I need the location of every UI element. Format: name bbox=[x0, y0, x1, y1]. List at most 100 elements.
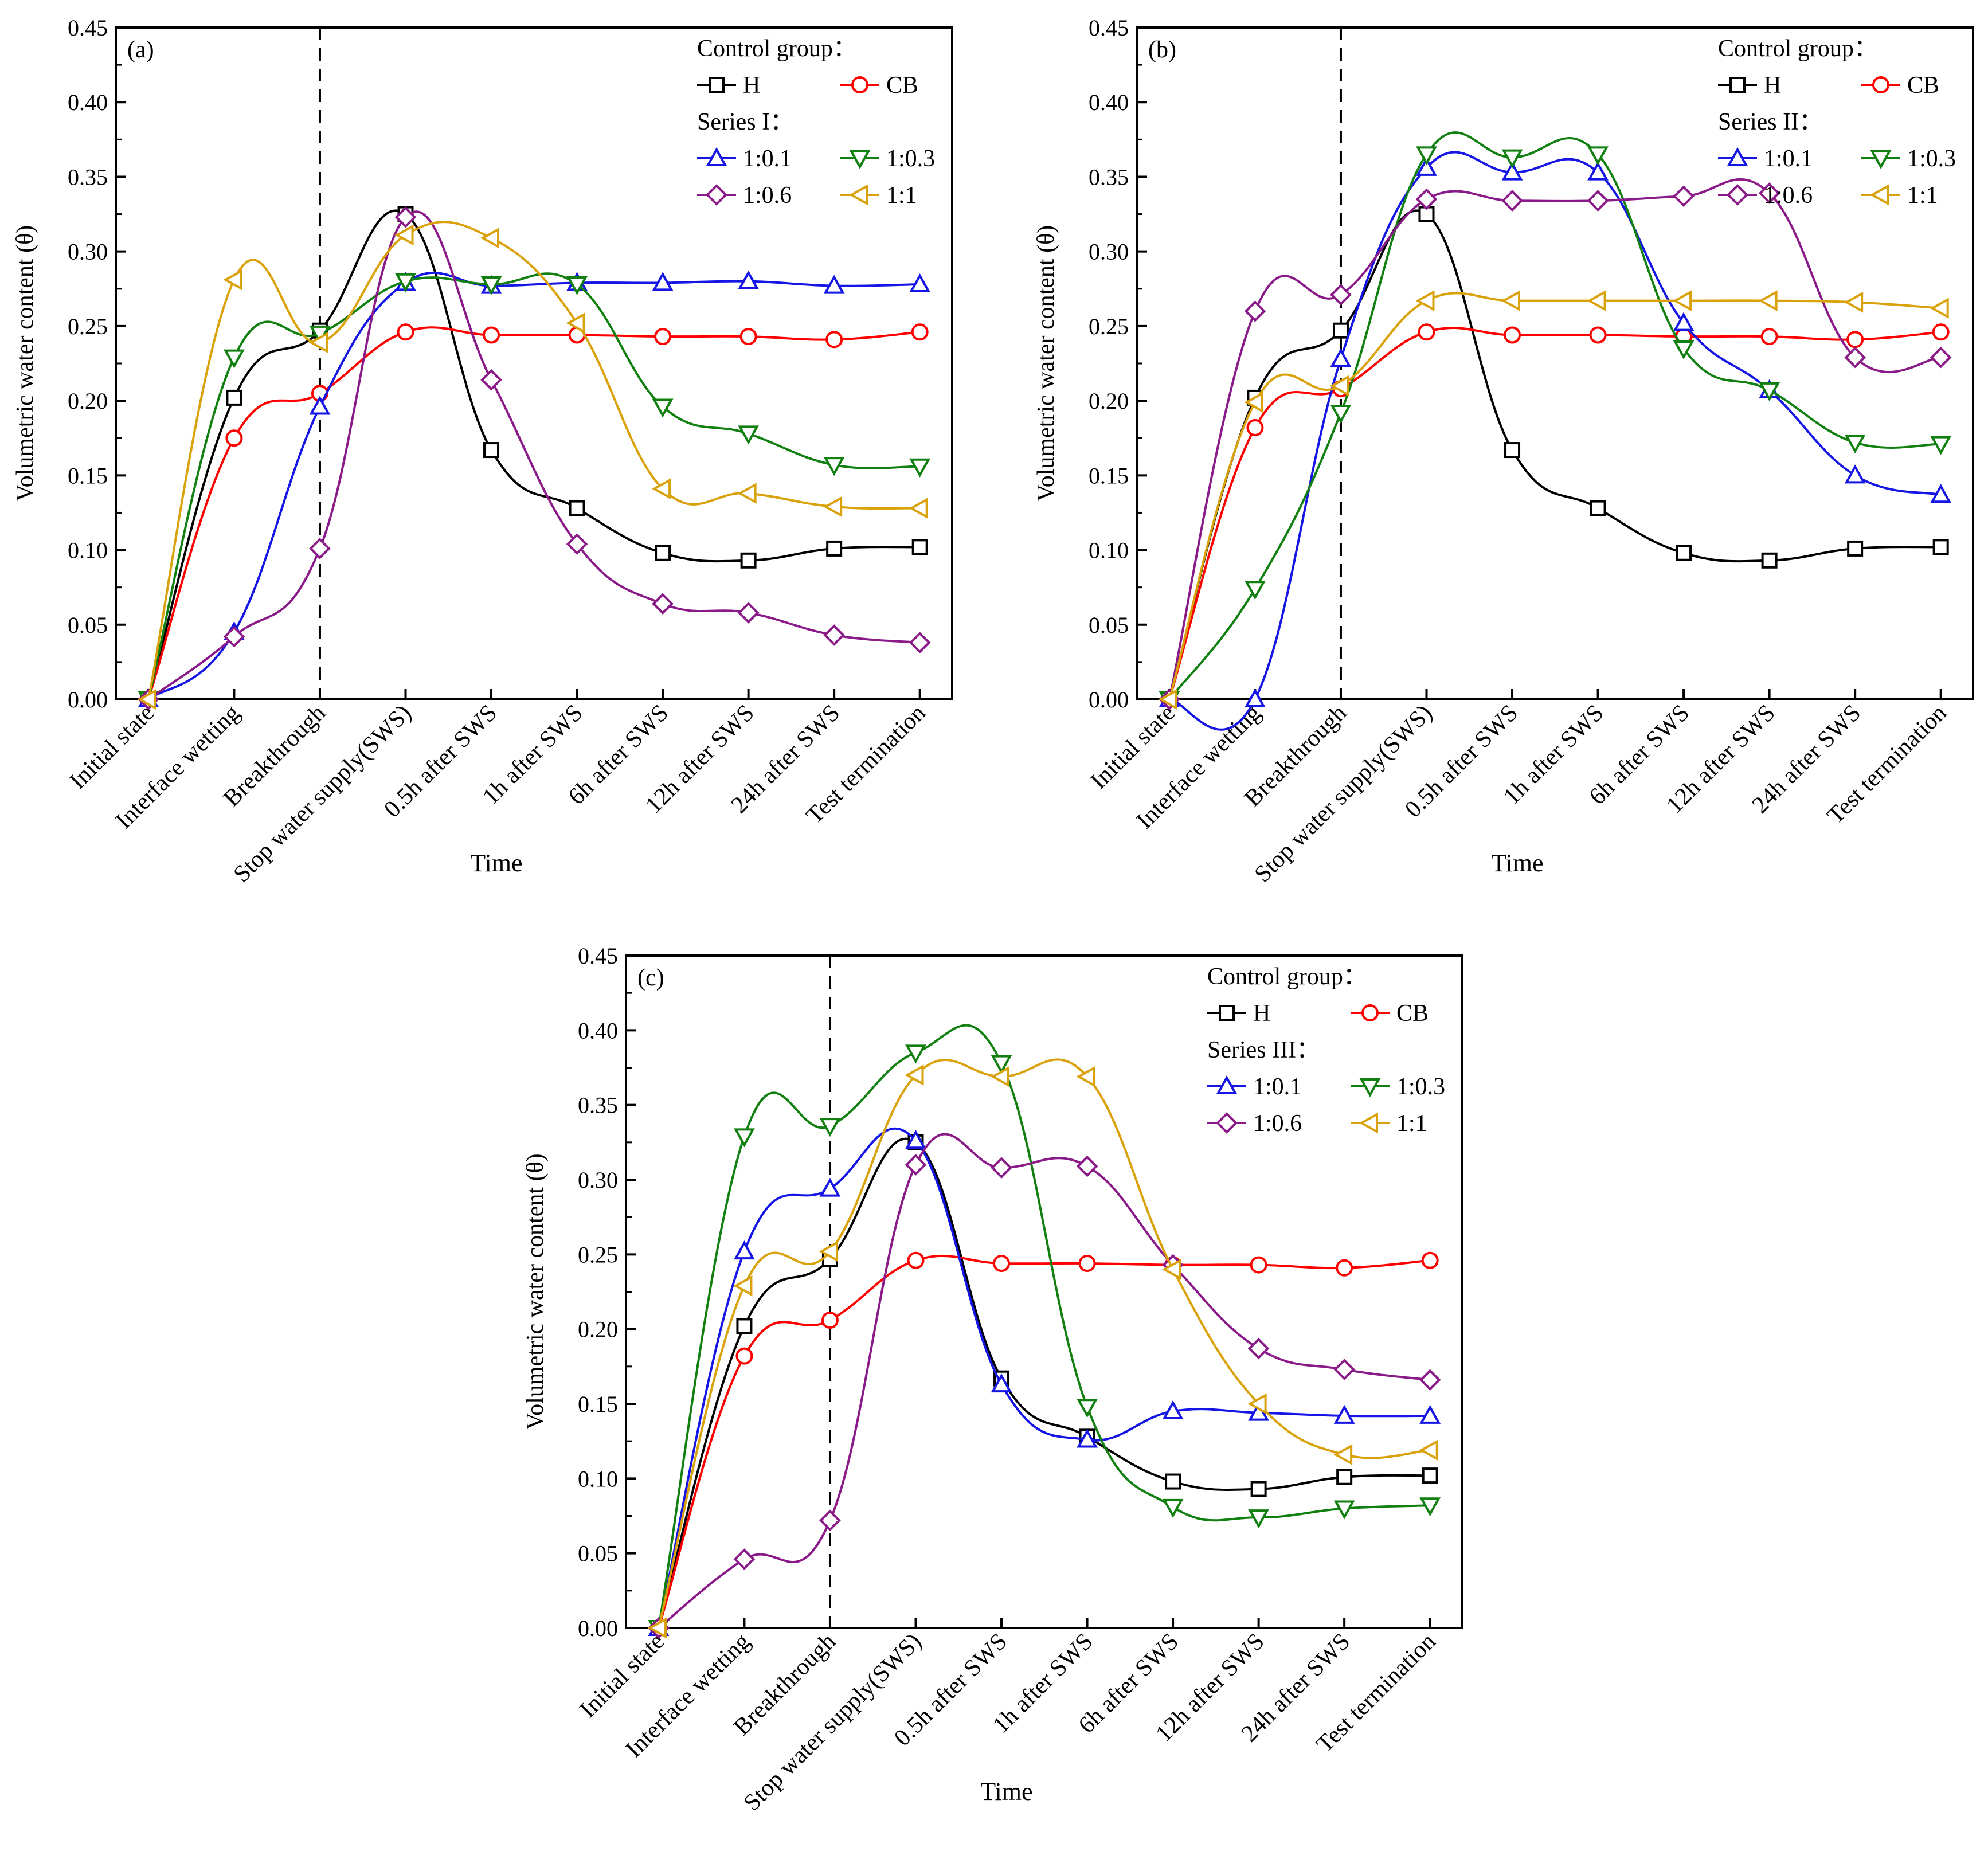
data-point-h-1 bbox=[226, 389, 242, 406]
series-1-1 bbox=[1158, 290, 1949, 710]
legend-label-1-0-1: 1:0.1 bbox=[1764, 146, 1813, 172]
data-point-cb-7 bbox=[1250, 1256, 1267, 1274]
data-point-1-0-3-7 bbox=[1248, 1509, 1270, 1529]
x-axis-title: Time bbox=[980, 1778, 1032, 1806]
data-point-cb-3 bbox=[907, 1251, 925, 1269]
data-point-1-0-1-2 bbox=[819, 1177, 841, 1197]
y-tick-label: 0.45 bbox=[68, 15, 108, 41]
data-point-cb-8 bbox=[1846, 331, 1864, 349]
y-axis-title: Volumetric water content (θ) bbox=[1033, 225, 1059, 502]
data-point-1-1-5 bbox=[566, 312, 585, 334]
legend-swatch-marker bbox=[1359, 1112, 1379, 1134]
data-point-1-0-3-4 bbox=[480, 276, 502, 296]
legend-label-1-0-6: 1:0.6 bbox=[1764, 182, 1813, 209]
data-point-h-4 bbox=[1504, 442, 1521, 459]
data-point-1-0-1-9 bbox=[1419, 1404, 1441, 1424]
data-point-1-0-1-1 bbox=[734, 1240, 755, 1260]
data-point-1-0-6-2 bbox=[819, 1509, 841, 1532]
data-point-1-0-6-7 bbox=[737, 602, 760, 624]
legend-label-1-0-6: 1:0.6 bbox=[1253, 1110, 1302, 1137]
legend-label-1-0-3: 1:0.3 bbox=[1396, 1074, 1445, 1100]
series-h bbox=[140, 206, 928, 707]
data-point-1-1-1 bbox=[223, 269, 242, 291]
legend-control-title: Control group： bbox=[1718, 36, 1878, 62]
data-point-h-7 bbox=[740, 552, 757, 569]
data-point-1-0-6-1 bbox=[223, 625, 245, 648]
data-point-1-0-6-4 bbox=[1501, 190, 1523, 212]
data-point-1-0-1-1 bbox=[1245, 688, 1266, 707]
data-point-cb-9 bbox=[1932, 323, 1950, 341]
data-point-1-1-3 bbox=[905, 1064, 924, 1086]
legend-swatch-marker bbox=[1216, 1112, 1238, 1134]
legend-swatch-marker bbox=[1869, 184, 1889, 206]
series-line-1-0-3 bbox=[657, 1024, 1430, 1629]
series-1-0-6 bbox=[1159, 178, 1952, 710]
data-point-1-0-1-3 bbox=[1416, 156, 1437, 176]
y-tick-label: 0.00 bbox=[68, 687, 108, 713]
y-tick-label: 0.15 bbox=[578, 1391, 618, 1417]
x-axis-title: Time bbox=[1491, 849, 1543, 877]
data-point-cb-2 bbox=[821, 1312, 839, 1329]
data-point-1-0-6-6 bbox=[1673, 185, 1695, 208]
data-point-1-0-3-9 bbox=[1419, 1497, 1441, 1517]
data-point-1-0-6-3 bbox=[394, 206, 417, 228]
data-point-1-0-3-6 bbox=[652, 398, 674, 418]
data-point-h-8 bbox=[826, 540, 843, 557]
legend-series-title: Series I： bbox=[697, 109, 794, 135]
panel-label: (a) bbox=[127, 37, 154, 63]
series-1-0-6 bbox=[648, 1133, 1441, 1639]
series-cb bbox=[1160, 323, 1950, 708]
legend-entry-cb: CB bbox=[1861, 72, 1939, 99]
data-point-cb-1 bbox=[735, 1347, 753, 1365]
data-point-1-0-3-5 bbox=[1077, 1399, 1098, 1418]
data-point-1-0-1-9 bbox=[1930, 484, 1952, 503]
data-point-1-1-8 bbox=[823, 496, 843, 518]
series-1-0-3 bbox=[1159, 131, 1952, 711]
data-point-1-0-3-5 bbox=[1587, 146, 1609, 166]
data-point-1-0-3-8 bbox=[823, 457, 845, 476]
data-point-cb-1 bbox=[1246, 418, 1264, 436]
data-point-1-1-9 bbox=[1930, 298, 1949, 319]
data-point-1-0-3-7 bbox=[1759, 382, 1780, 401]
chart-panel-c: 0.00 0.05 0.10 0.15 0.20 0.25 0.30 0.35 0.40 0.45… bbox=[522, 943, 1463, 1816]
data-point-1-0-6-2 bbox=[1330, 284, 1352, 306]
data-point-1-0-1-4 bbox=[1501, 161, 1523, 181]
data-point-1-0-1-6 bbox=[1162, 1400, 1184, 1420]
legend-entry-1-0-1: 1:0.1 bbox=[1207, 1074, 1302, 1100]
legend-entry-1-1: 1:1 bbox=[1351, 1110, 1427, 1137]
data-point-h-5 bbox=[569, 500, 585, 516]
data-point-cb-5 bbox=[1078, 1254, 1096, 1272]
series-line-1-0-1 bbox=[1169, 151, 1942, 731]
legend-label-cb: CB bbox=[1907, 72, 1939, 99]
data-point-1-0-1-2 bbox=[309, 396, 331, 415]
data-point-1-0-3-1 bbox=[1245, 581, 1266, 600]
data-point-1-0-1-9 bbox=[909, 273, 931, 292]
y-tick-label: 0.05 bbox=[68, 612, 108, 638]
data-point-cb-7 bbox=[739, 328, 757, 346]
y-tick-label: 0.00 bbox=[1089, 687, 1129, 713]
legend-entry-h: H bbox=[697, 72, 760, 99]
data-point-1-1-7 bbox=[737, 483, 757, 504]
legend-label-1-0-1: 1:0.1 bbox=[1253, 1074, 1302, 1100]
legend-entry-1-0-3: 1:0.3 bbox=[840, 146, 935, 172]
data-point-1-1-2 bbox=[819, 1240, 838, 1262]
data-point-1-0-3-1 bbox=[734, 1128, 755, 1148]
data-point-1-0-3-1 bbox=[224, 349, 245, 369]
chart-panel-a: 0.00 0.05 0.10 0.15 0.20 0.25 0.30 0.35 0.40 0.45… bbox=[12, 15, 953, 887]
data-point-1-0-6-5 bbox=[566, 533, 588, 555]
series-1-0-1 bbox=[138, 270, 931, 707]
data-point-1-0-3-6 bbox=[1162, 1498, 1184, 1518]
panel-label: (c) bbox=[637, 965, 664, 991]
legend-label-1-0-6: 1:0.6 bbox=[743, 182, 792, 209]
y-tick-label: 0.20 bbox=[68, 388, 108, 414]
legend-series-title: Series II： bbox=[1718, 109, 1823, 135]
data-point-1-0-3-6 bbox=[1673, 340, 1695, 360]
y-tick-label: 0.35 bbox=[68, 164, 108, 190]
y-tick-label: 0.10 bbox=[68, 538, 108, 563]
data-point-1-0-6-9 bbox=[909, 632, 931, 653]
data-point-1-1-5 bbox=[1587, 290, 1606, 312]
series-line-1-0-3 bbox=[147, 272, 920, 700]
legend-swatch-marker bbox=[709, 77, 725, 93]
data-point-1-0-3-3 bbox=[1416, 146, 1437, 166]
series-line-1-0-1 bbox=[147, 271, 920, 700]
